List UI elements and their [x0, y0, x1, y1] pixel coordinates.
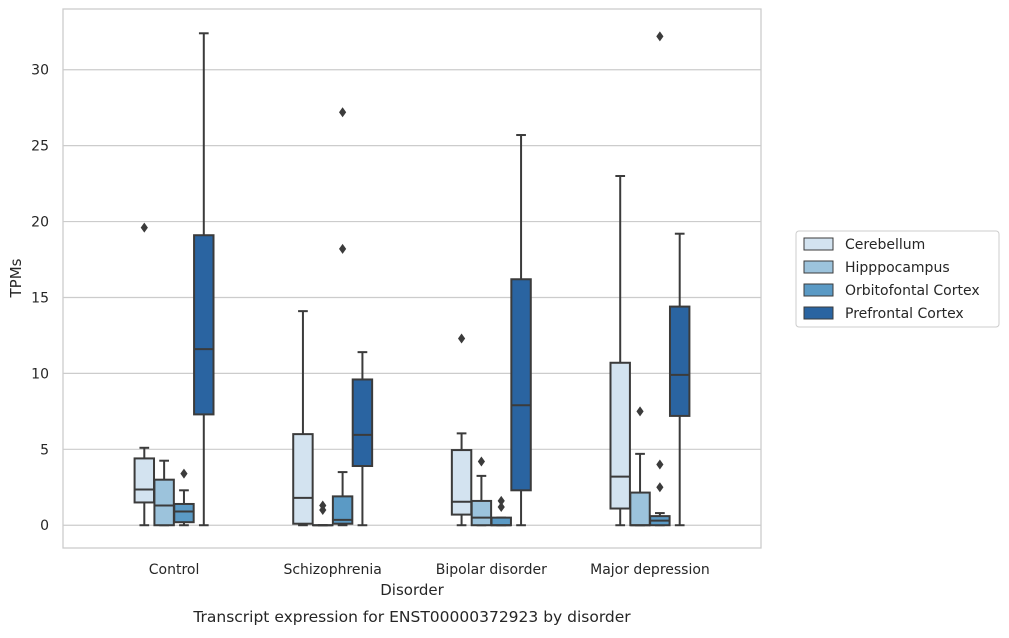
legend-label: Orbitofontal Cortex: [845, 283, 980, 299]
chart-title: Transcript expression for ENST0000037292…: [192, 608, 631, 626]
x-tick-label: Major depression: [590, 562, 710, 578]
box-body: [492, 518, 511, 526]
y-tick-label: 15: [31, 290, 49, 306]
box-body: [452, 450, 471, 515]
legend-label: Prefrontal Cortex: [845, 306, 964, 322]
y-tick-label: 0: [40, 518, 49, 534]
legend-label: Cerebellum: [845, 237, 925, 253]
y-tick-label: 30: [31, 63, 49, 79]
x-axis-label: Disorder: [380, 581, 444, 599]
x-tick-labels: Control Schizophrenia Bipolar disorder Majo…: [149, 562, 710, 578]
y-axis-label: TPMs: [7, 258, 25, 298]
legend: Cerebellum Hipppocampus Orbitofontal Corte…: [796, 231, 999, 327]
y-tick-labels: 0 5 10 15 20 25 30: [31, 63, 49, 534]
box-body: [194, 235, 213, 414]
box-body: [630, 493, 649, 526]
y-tick-label: 5: [40, 442, 49, 458]
y-tick-label: 20: [31, 215, 49, 231]
y-tick-label: 10: [31, 366, 49, 382]
box-body: [610, 363, 629, 509]
box-body: [154, 480, 173, 526]
box-body: [670, 307, 689, 416]
legend-swatch: [804, 238, 833, 250]
y-tick-label: 25: [31, 139, 49, 155]
x-tick-label: Bipolar disorder: [436, 562, 547, 578]
box-body: [135, 458, 154, 502]
plot-area-background: [63, 9, 761, 548]
legend-swatch: [804, 307, 833, 319]
box-body: [174, 504, 193, 522]
legend-label: Hipppocampus: [845, 260, 950, 276]
box-body: [353, 379, 372, 466]
box-body: [511, 279, 530, 490]
x-tick-label: Control: [149, 562, 200, 578]
box-body: [293, 434, 312, 524]
x-tick-label: Schizophrenia: [283, 562, 381, 578]
legend-swatch: [804, 284, 833, 296]
box-body: [472, 501, 491, 525]
legend-swatch: [804, 261, 833, 273]
